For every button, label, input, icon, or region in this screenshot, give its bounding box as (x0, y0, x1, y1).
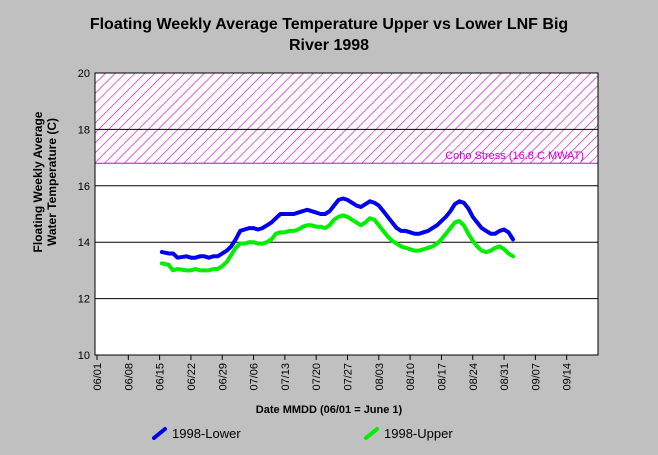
legend-item-upper: 1998-Upper (364, 424, 453, 442)
legend-swatch-upper (364, 427, 379, 440)
chart-title: Floating Weekly Average Temperature Uppe… (0, 14, 658, 56)
x-tick-label-07-27: 07/27 (343, 363, 355, 391)
x-tick-label-07-06: 07/06 (249, 363, 261, 391)
y-tick-label-12: 12 (78, 294, 90, 306)
x-tick-label-09-14: 09/14 (562, 363, 574, 391)
x-tick-label-06-01: 06/01 (92, 363, 104, 391)
y-tick-label-14: 14 (78, 237, 90, 249)
series-line-1998-lower (159, 196, 516, 260)
x-tick-label-06-29: 06/29 (217, 363, 229, 391)
chart-title-line-1: Floating Weekly Average Temperature Uppe… (89, 16, 569, 33)
x-tick-label-08-24: 08/24 (468, 363, 480, 391)
x-tick-label-07-20: 07/20 (311, 363, 323, 391)
legend-item-lower: 1998-Lower (152, 424, 241, 442)
x-tick-label-06-22: 06/22 (186, 363, 198, 391)
legend-swatch-lower (152, 427, 167, 440)
x-tick-label-08-03: 08/03 (374, 363, 386, 391)
chart-title-line-2: River 1998 (288, 37, 370, 54)
x-tick-label-08-17: 08/17 (436, 363, 448, 391)
legend-label-lower: 1998-Lower (172, 425, 241, 441)
x-tick-label-09-07: 09/07 (530, 363, 542, 391)
plot-frame (94, 72, 599, 356)
legend-label-upper: 1998-Upper (384, 425, 453, 441)
y-tick-label-10: 10 (78, 350, 90, 362)
y-tick-label-20: 20 (78, 68, 90, 80)
x-axis-label: Date MMDD (06/01 = June 1) (255, 404, 403, 416)
x-tick-label-06-15: 06/15 (155, 363, 167, 391)
x-tick-label-07-13: 07/13 (280, 363, 292, 391)
x-tick-label-08-10: 08/10 (405, 363, 417, 391)
coho-stress-label: Coho Stress (16.8 C MWAT) (445, 150, 584, 162)
y-tick-label-18: 18 (78, 124, 90, 136)
series-line-1998-upper (159, 213, 516, 273)
x-tick-label-06-08: 06/08 (123, 363, 135, 391)
y-tick-label-16: 16 (78, 181, 90, 193)
x-tick-label-08-31: 08/31 (499, 363, 511, 391)
